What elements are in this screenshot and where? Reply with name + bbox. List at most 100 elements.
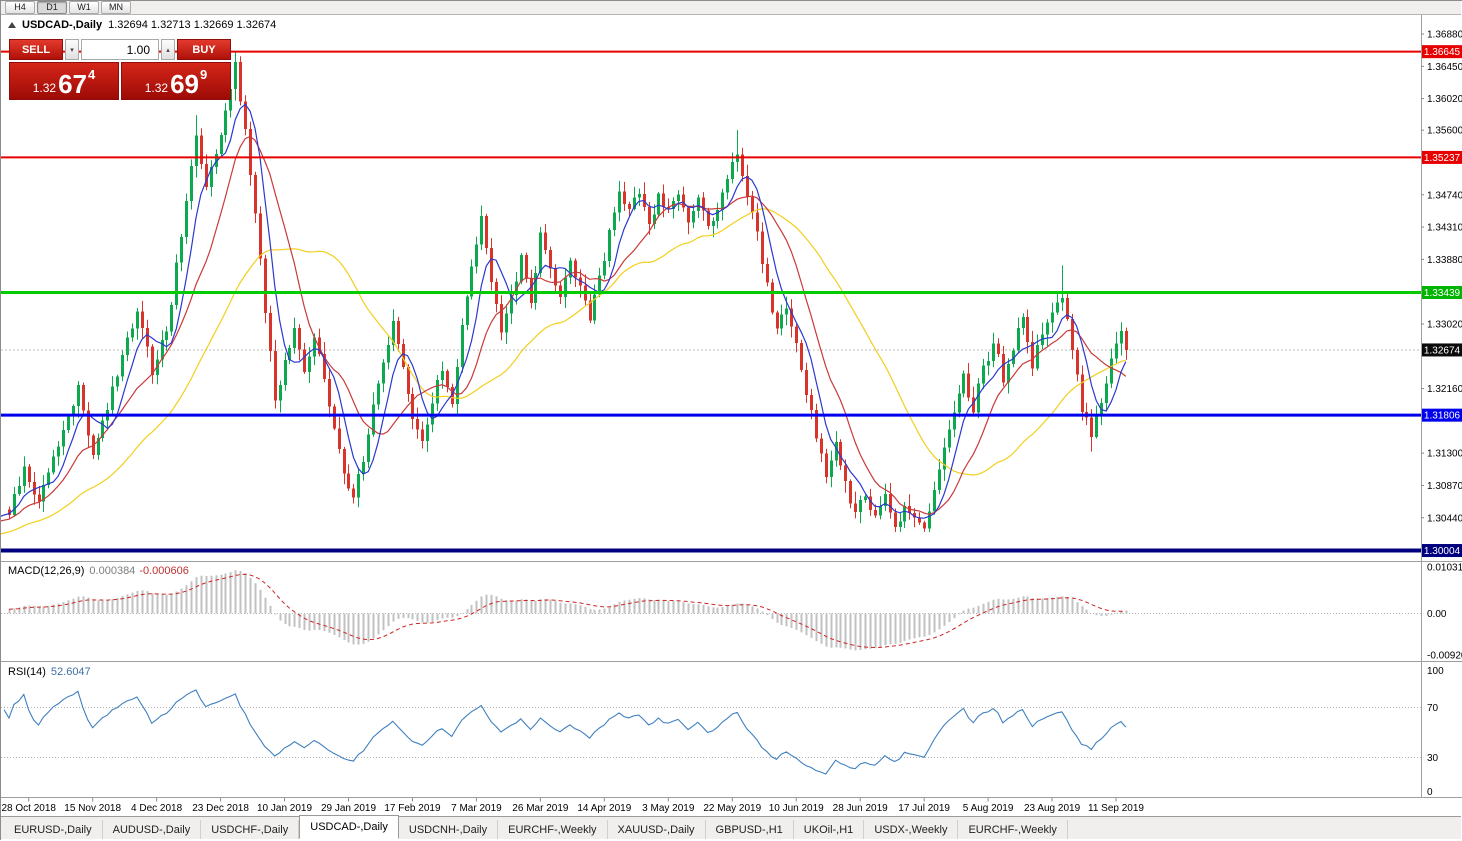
svg-text:100: 100: [1427, 666, 1444, 677]
date-label: 7 Mar 2019: [451, 803, 502, 814]
macd-signal-line: [8, 573, 1126, 649]
date-label: 11 Sep 2019: [1088, 803, 1144, 814]
svg-text:1.35600: 1.35600: [1427, 126, 1462, 137]
price-axis: 1.36880 1.36450 1.36020 1.35600 1.34740 1.343…: [1421, 30, 1462, 558]
svg-text:1.32674: 1.32674: [1424, 345, 1461, 356]
rsi-indicator-label: RSI(14) 52.6047: [8, 666, 91, 678]
price-badge-1.36645: [1422, 45, 1462, 59]
date-label: 28 Jun 2019: [833, 803, 888, 814]
date-axis: 28 Oct 2018 15 Nov 2018 4 Dec 2018 23 Dec 2…: [1, 798, 1144, 814]
svg-text:1.30870: 1.30870: [1427, 481, 1462, 492]
date-label: 10 Jun 2019: [769, 803, 824, 814]
one-click-trade-panel: SELL ▾ 1.00 ▴ BUY 1.32 67 4 1.32 69 9: [9, 39, 231, 100]
sma-34-line: [1, 208, 1126, 535]
svg-text:70: 70: [1427, 703, 1439, 714]
macd-indicator-label: MACD(12,26,9) 0.000384 -0.000606: [8, 565, 189, 577]
chart-tab-gbpusd-h1[interactable]: GBPUSD-,H1: [706, 820, 794, 839]
svg-text:1.34740: 1.34740: [1427, 190, 1462, 201]
date-label: 23 Dec 2018: [192, 803, 249, 814]
horizontal-lines: [1, 50, 1421, 553]
date-label: 28 Oct 2018: [1, 803, 56, 814]
chart-tab-audusd-daily[interactable]: AUDUSD-,Daily: [103, 820, 202, 839]
chart-title: USDCAD-,Daily 1.32694 1.32713 1.32669 1.…: [8, 19, 276, 31]
svg-text:1.33439: 1.33439: [1424, 288, 1461, 299]
bid-pip-digit: 4: [88, 67, 96, 82]
svg-text:0.00: 0.00: [1427, 609, 1447, 620]
chart-tab-usdx-weekly[interactable]: USDX-,Weekly: [864, 820, 959, 839]
ohlc-quotes-label: 1.32694 1.32713 1.32669 1.32674: [108, 19, 277, 31]
ask-prefix: 1.32: [144, 81, 169, 95]
svg-text:0: 0: [1427, 787, 1433, 798]
chart-tab-eurchf-weekly[interactable]: EURCHF-,Weekly: [958, 820, 1068, 839]
ask-price-box[interactable]: 1.32 69 9: [121, 62, 231, 100]
svg-text:1.34310: 1.34310: [1427, 223, 1462, 234]
timeframe-button-d1[interactable]: D1: [37, 1, 67, 14]
date-label: 5 Aug 2019: [963, 803, 1014, 814]
ask-big-digits: 69: [170, 69, 200, 99]
svg-text:1.30440: 1.30440: [1427, 513, 1462, 524]
date-label: 17 Jul 2019: [898, 803, 950, 814]
svg-text:1.33020: 1.33020: [1427, 319, 1462, 330]
chart-tab-bar: EURUSD-,Daily AUDUSD-,Daily USDCHF-,Daily U…: [1, 815, 1461, 839]
date-label: 3 May 2019: [642, 803, 695, 814]
svg-text:30: 30: [1427, 753, 1439, 764]
chart-tab-xauusd-daily[interactable]: XAUUSD-,Daily: [608, 820, 706, 839]
macd-value-1: 0.000384: [89, 565, 136, 577]
price-badge-1.35237: [1422, 150, 1462, 164]
chart-tab-usdchf-daily[interactable]: USDCHF-,Daily: [201, 820, 300, 839]
price-badge-1.30004: [1422, 544, 1462, 558]
svg-text:0.010311: 0.010311: [1427, 563, 1462, 574]
date-label: 10 Jan 2019: [257, 803, 312, 814]
date-label: 4 Dec 2018: [131, 803, 183, 814]
rsi-value: 52.6047: [50, 666, 91, 678]
svg-text:1.35237: 1.35237: [1424, 153, 1461, 164]
macd-value-2: -0.000606: [139, 565, 189, 577]
svg-text:-0.009203: -0.009203: [1427, 651, 1462, 662]
chart-tab-ukoil-h1[interactable]: UKOil-,H1: [794, 820, 865, 839]
price-badge-1.31806: [1422, 408, 1462, 422]
svg-text:1.31806: 1.31806: [1424, 411, 1461, 422]
macd-axis: 0.010311 0.00 -0.009203: [1427, 563, 1462, 662]
bid-price-box[interactable]: 1.32 67 4: [9, 62, 119, 100]
chart-tab-eurchf-weekly[interactable]: EURCHF-,Weekly: [498, 820, 608, 839]
chart-tab-usdcad-daily[interactable]: USDCAD-,Daily: [299, 815, 399, 839]
timeframe-button-h4[interactable]: H4: [5, 1, 35, 14]
timeframe-button-w1[interactable]: W1: [69, 1, 99, 14]
symbol-period-label: USDCAD-,Daily: [22, 19, 103, 31]
sell-button[interactable]: SELL: [9, 39, 63, 60]
date-label: 17 Feb 2019: [384, 803, 441, 814]
svg-text:1.36020: 1.36020: [1427, 94, 1462, 105]
timeframe-toolbar: H4 D1 W1 MN: [1, 1, 1461, 15]
bid-prefix: 1.32: [32, 81, 57, 95]
rsi-name: RSI(14): [8, 666, 46, 678]
date-label: 14 Apr 2019: [577, 803, 631, 814]
macd-name: MACD(12,26,9): [8, 565, 85, 577]
svg-text:1.32160: 1.32160: [1427, 384, 1462, 395]
volume-input[interactable]: 1.00: [81, 39, 159, 60]
panel-collapse-icon[interactable]: [8, 22, 16, 28]
svg-text:1.33880: 1.33880: [1427, 255, 1462, 266]
price-badge-1.33439: [1422, 285, 1462, 299]
macd-pane: [1, 570, 1421, 651]
date-label: 15 Nov 2018: [64, 803, 121, 814]
timeframe-button-mn[interactable]: MN: [101, 1, 131, 14]
date-label: 22 May 2019: [703, 803, 761, 814]
volume-increase-button[interactable]: ▴: [161, 39, 175, 60]
pane-separators: [1, 15, 1462, 798]
chart-tab-usdcnh-daily[interactable]: USDCNH-,Daily: [399, 820, 499, 839]
buy-button[interactable]: BUY: [177, 39, 231, 60]
rsi-pane: [1, 689, 1421, 775]
sma-6-line: [1, 103, 1127, 519]
date-label: 26 Mar 2019: [512, 803, 569, 814]
rsi-line: [3, 689, 1127, 775]
date-label: 29 Jan 2019: [321, 803, 376, 814]
volume-decrease-button[interactable]: ▾: [65, 39, 79, 60]
moving-averages: [1, 103, 1127, 535]
svg-text:1.36645: 1.36645: [1424, 47, 1461, 58]
chart-tab-eurusd-daily[interactable]: EURUSD-,Daily: [4, 820, 103, 839]
date-label: 23 Aug 2019: [1024, 803, 1081, 814]
svg-text:1.31300: 1.31300: [1427, 449, 1462, 460]
ask-pip-digit: 9: [200, 67, 208, 82]
